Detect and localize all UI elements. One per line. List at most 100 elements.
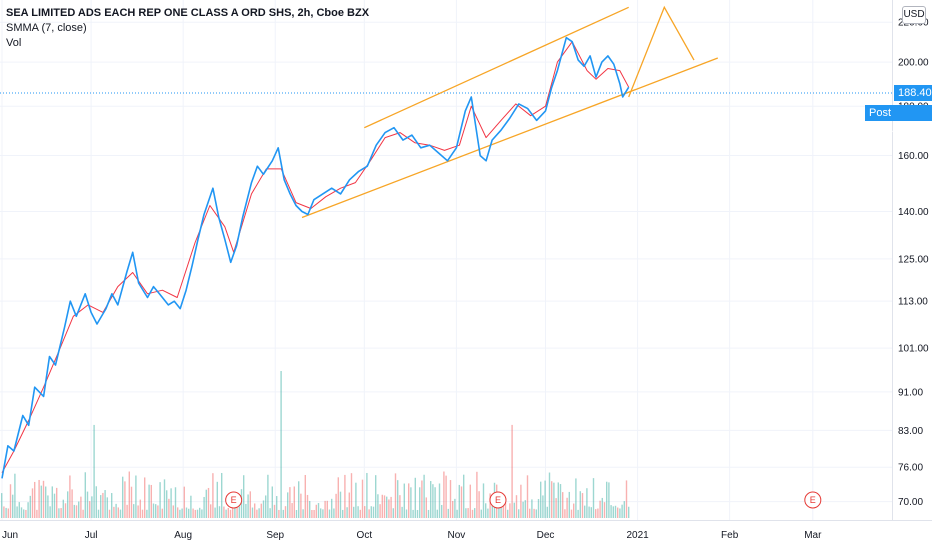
volume-bar [271, 486, 273, 518]
volume-bar [124, 481, 126, 518]
x-tick-label: Oct [357, 530, 373, 541]
volume-bar [405, 509, 408, 518]
volume-bar [135, 475, 137, 518]
volume-bar [361, 479, 364, 518]
volume-bar [610, 505, 612, 518]
volume-bar [469, 484, 471, 518]
x-tick-label: Jul [85, 530, 98, 541]
volume-bar [584, 505, 586, 518]
volume-bar [491, 497, 493, 518]
volume-bar [238, 506, 240, 518]
volume-bar [489, 493, 491, 518]
volume-bar [194, 509, 196, 518]
volume-bar [586, 488, 588, 518]
volume-bar [548, 472, 551, 518]
indicator-label[interactable]: SMMA (7, close) [6, 22, 87, 34]
volume-bar [18, 502, 20, 518]
volume-bar [161, 508, 163, 518]
volume-bar [392, 508, 394, 518]
volume-bar [31, 488, 34, 518]
channel-upper-line[interactable] [364, 6, 629, 129]
volume-bar [577, 509, 579, 518]
earnings-marker[interactable]: E [804, 491, 822, 509]
volume-bar [249, 491, 251, 518]
volume-bar [227, 507, 229, 518]
volume-bar [524, 500, 526, 518]
volume-bar [443, 471, 445, 518]
time-axis[interactable]: Jun Jul Aug Sep Oct Nov Dec 2021 Feb Mar [2, 530, 822, 541]
volume-bar [471, 509, 474, 518]
volume-bar [111, 493, 113, 518]
volume-bar [51, 486, 53, 518]
volume-bar [414, 477, 416, 518]
channel-lower-line[interactable] [301, 57, 719, 219]
volume-bar [119, 509, 122, 518]
channel-drawing[interactable] [301, 5, 719, 219]
volume-bar [115, 503, 117, 518]
volume-bar [152, 503, 155, 518]
volume-bar [168, 498, 170, 518]
volume-bar [122, 476, 124, 518]
projection-line[interactable] [628, 5, 695, 98]
volume-bar [5, 507, 7, 518]
volume-bar [599, 500, 601, 518]
volume-bar [386, 496, 388, 518]
volume-bar [537, 499, 540, 518]
volume-bar [608, 482, 610, 518]
volume-bar [531, 499, 533, 518]
currency-button[interactable]: USD [902, 6, 926, 24]
volume-bar [623, 501, 625, 518]
volume-bar [218, 506, 221, 518]
volume-bar [78, 501, 80, 518]
volume-bar [575, 478, 577, 518]
volume-bar [141, 509, 144, 518]
volume-bar [144, 477, 146, 518]
earnings-marker[interactable]: E [489, 491, 507, 509]
volume-bar [104, 490, 106, 518]
volume-bar [320, 508, 322, 518]
post-market-tag: Post 188.40 [865, 105, 932, 135]
volume-bar [185, 507, 188, 518]
volume-bar [192, 508, 194, 518]
volume-bar [14, 473, 16, 518]
volume-bar [287, 492, 289, 518]
volume-bar [102, 492, 104, 518]
volume-bar [566, 497, 568, 518]
volume-bar [447, 508, 449, 518]
volume-bar [139, 499, 141, 518]
y-tick-label: 113.00 [898, 297, 928, 308]
earnings-marker[interactable]: E [225, 491, 243, 509]
y-tick-label: 83.00 [898, 426, 923, 437]
volume-bar [166, 490, 168, 518]
volume-bar [71, 489, 73, 518]
volume-bar [53, 493, 56, 518]
volume-bar [357, 506, 359, 518]
chart-legend: SEA LIMITED ADS EACH REP ONE CLASS A ORD… [6, 6, 369, 51]
volume-bar [309, 500, 311, 518]
volume-bar [568, 491, 570, 518]
volume-bar [236, 499, 238, 518]
volume-bar [97, 509, 100, 518]
volume-bar [278, 509, 280, 518]
volume-bar [258, 508, 260, 518]
volume-bar [348, 492, 350, 518]
volume-bar [390, 496, 392, 518]
volume-bar [25, 509, 27, 518]
volume-bar [298, 481, 300, 518]
symbol-title[interactable]: SEA LIMITED ADS EACH REP ONE CLASS A ORD… [6, 7, 370, 19]
volume-bar [179, 509, 181, 518]
volume-bar [619, 508, 621, 518]
volume-label[interactable]: Vol [6, 37, 22, 49]
volume-bar [38, 479, 40, 518]
volume-bar [322, 509, 324, 518]
volume-bar [573, 503, 575, 518]
volume-bar [328, 509, 331, 518]
volume-bar [243, 475, 245, 518]
volume-bar [333, 508, 335, 518]
volume-bar [628, 506, 630, 518]
volume-bar [452, 500, 454, 518]
volume-bar [465, 508, 467, 518]
volume-bar [223, 506, 225, 518]
